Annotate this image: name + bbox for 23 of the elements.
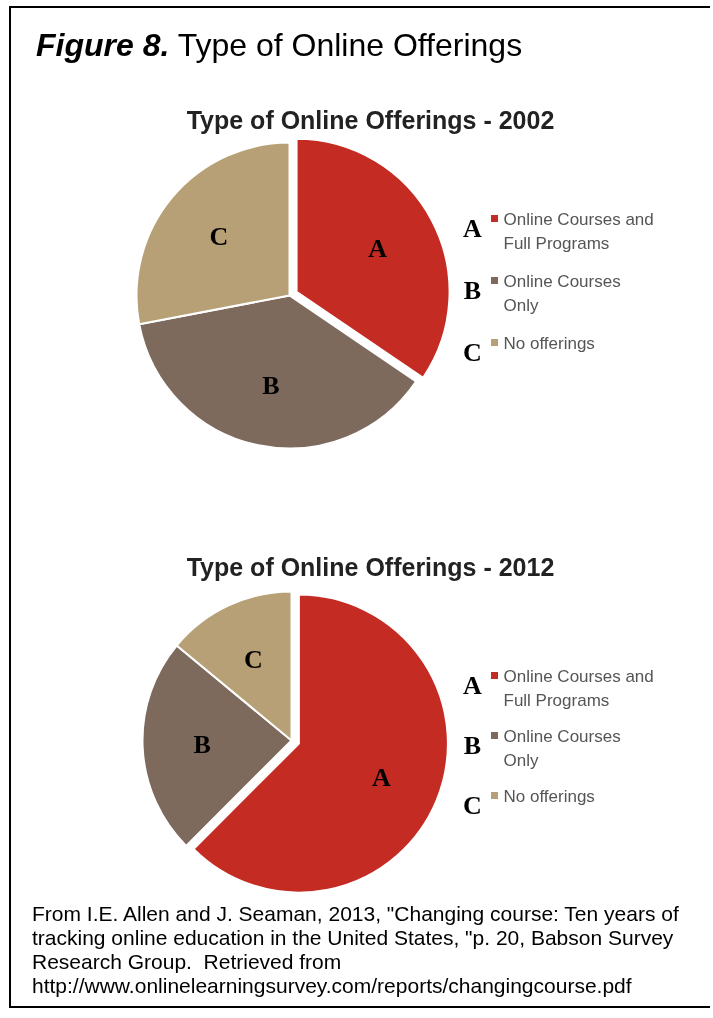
text: Type of Online Offerings [177, 27, 523, 63]
text: B [463, 276, 482, 305]
text: C [463, 338, 482, 367]
legend-label: No offerings [503, 333, 595, 353]
legend-label: Online Courses Only [503, 271, 621, 316]
legend-label: Online Courses and Full Programs [503, 209, 654, 254]
text: C [463, 791, 482, 820]
chart-title: Type of Online Offerings - 2002 [186, 105, 555, 134]
data-label: C [244, 645, 263, 675]
data-label: B [193, 730, 211, 760]
legend-label: Online Courses and Full Programs [503, 666, 654, 711]
data-label: C [209, 222, 229, 252]
text: B [463, 731, 482, 760]
legend-label: Online Courses Only [503, 726, 621, 771]
caption: Figure 8. [36, 27, 170, 63]
data-label: A [368, 234, 388, 264]
chart-title: Type of Online Offerings - 2012 [186, 552, 555, 581]
data-label: B [262, 370, 280, 400]
text: A [463, 671, 482, 700]
legend-label: No offerings [503, 786, 595, 806]
text: From I.E. Allen and J. Seaman, 2013, "Changing course: Ten years of tracking online education in the United States, "p. 20, Babson Survey Research Group. Retrieved from http://www.onlinelearningsurvey.com/reports/changingcourse.pdf [32, 902, 680, 998]
data-label: A [372, 763, 392, 793]
text: A [463, 214, 482, 243]
